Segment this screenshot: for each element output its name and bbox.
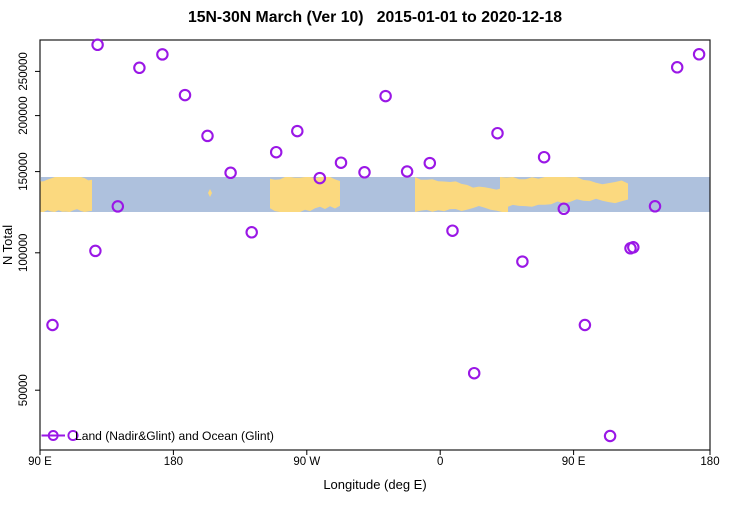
svg-text:0: 0: [437, 456, 443, 468]
svg-text:90 W: 90 W: [293, 456, 320, 468]
svg-text:150000: 150000: [18, 152, 30, 190]
svg-text:200000: 200000: [18, 96, 30, 134]
svg-text:90 E: 90 E: [28, 456, 52, 468]
svg-text:15N-30N March (Ver 10) 2015-: 15N-30N March (Ver 10) 2015-01-01 to 202…: [188, 9, 562, 26]
svg-text:50000: 50000: [18, 374, 30, 406]
svg-text:180: 180: [700, 456, 719, 468]
svg-text:Land (Nadir&Glint) and Ocean (: Land (Nadir&Glint) and Ocean (Glint): [75, 429, 274, 443]
svg-text:250000: 250000: [18, 52, 30, 90]
svg-text:180: 180: [164, 456, 183, 468]
svg-text:N Total: N Total: [0, 225, 15, 265]
svg-text:100000: 100000: [18, 234, 30, 272]
svg-text:Longitude (deg E): Longitude (deg E): [323, 477, 426, 492]
svg-text:90 E: 90 E: [562, 456, 586, 468]
